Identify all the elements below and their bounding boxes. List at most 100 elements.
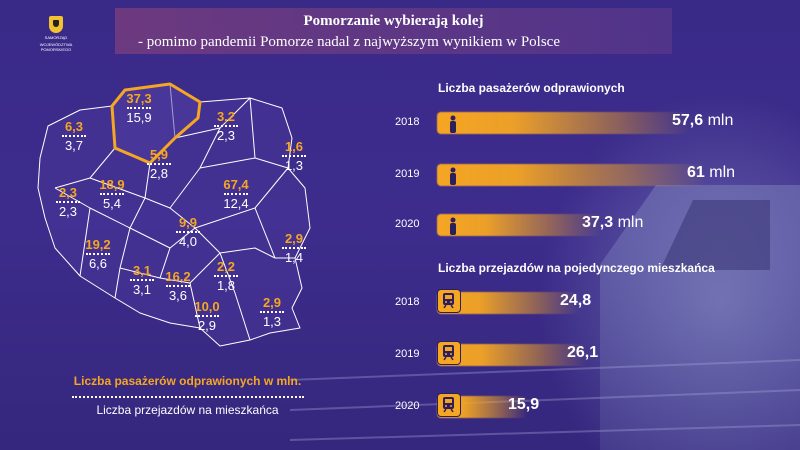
region-wielkopolskie: 18,9 5,4	[90, 178, 134, 211]
title-banner	[115, 8, 672, 54]
region-separator	[195, 315, 219, 317]
page-subtitle: - pomimo pandemii Pomorze nadal z najwyż…	[138, 34, 560, 50]
region-trips: 1,8	[216, 278, 236, 293]
passengers-section-title: Liczba pasażerów odprawionych	[438, 81, 625, 95]
region-trips: 4,0	[178, 234, 198, 249]
row-year: 2020	[395, 218, 420, 230]
region-passengers: 16,2	[165, 269, 191, 284]
region-trips: 3,1	[132, 282, 152, 297]
passengers-row-2018: 2018 57,6 mln	[395, 108, 775, 138]
region-separator	[62, 135, 86, 137]
griffin-shield-icon	[49, 16, 63, 33]
region-separator	[214, 125, 238, 127]
region-passengers: 67,4	[223, 177, 249, 192]
passengers-value: 61 mln	[687, 164, 735, 182]
trips-value: 24,8	[560, 292, 591, 310]
logo-text-2: WOJEWÓDZTWA POMORSKIEGO	[39, 42, 73, 52]
region-passengers: 2,2	[216, 259, 236, 274]
region-separator	[127, 107, 151, 109]
region-separator	[224, 193, 248, 195]
region-kujawsko-pomorskie: 5,9 2,8	[137, 148, 181, 181]
region-separator	[260, 311, 284, 313]
region-trips: 2,3	[216, 128, 236, 143]
region-malopolskie: 10,0 2,9	[185, 300, 229, 333]
region-passengers: 2,9	[262, 295, 282, 310]
trips-bar	[437, 292, 580, 314]
region-trips: 2,3	[58, 204, 78, 219]
region-passengers: 19,2	[85, 237, 111, 252]
region-trips: 3,6	[168, 288, 188, 303]
region-lubelskie: 2,9 1,4	[272, 232, 316, 265]
trips-value: 26,1	[567, 344, 598, 362]
region-separator	[130, 279, 154, 281]
train-icon	[437, 289, 461, 313]
region-trips: 15,9	[126, 110, 152, 125]
trips-value: 15,9	[508, 396, 539, 414]
region-trips: 6,6	[88, 256, 108, 271]
value-unit: mln	[707, 112, 734, 129]
value-unit: mln	[709, 164, 736, 181]
person-icon	[450, 217, 456, 235]
region-separator	[166, 285, 190, 287]
passengers-bar	[437, 112, 692, 134]
value-unit: mln	[617, 214, 644, 231]
passengers-bar	[437, 214, 602, 236]
value-number: 15,9	[508, 396, 540, 413]
rails-graphic	[290, 359, 800, 441]
region-trips: 3,7	[64, 138, 84, 153]
region-passengers: 10,0	[194, 299, 220, 314]
region-podlaskie: 1,6 1,3	[272, 140, 316, 173]
region-separator	[147, 163, 171, 165]
region-dolnoslaskie: 19,2 6,6	[76, 238, 120, 271]
region-trips: 1,3	[262, 314, 282, 329]
passengers-row-2019: 2019 61 mln	[395, 160, 775, 190]
region-mazowieckie: 67,4 12,4	[214, 178, 258, 211]
page-title: Pomorzanie wybierają kolej	[303, 13, 484, 29]
region-separator	[214, 275, 238, 277]
region-passengers: 3,1	[132, 263, 152, 278]
region-trips: 1,4	[284, 250, 304, 265]
legend-passengers: Liczba pasażerów odprawionych w mln.	[73, 374, 302, 388]
region-passengers: 2,9	[284, 231, 304, 246]
poland-map: 37,3 15,9 6,3 3,7 3,2 2,3 1,6 1,3 5,9 2,…	[20, 78, 330, 358]
region-trips: 2,8	[149, 166, 169, 181]
region-passengers: 1,6	[284, 139, 304, 154]
row-year: 2018	[395, 296, 420, 308]
logo-text-1: SAMORZĄD	[44, 35, 68, 40]
value-number: 24,8	[560, 292, 592, 309]
passengers-value: 57,6 mln	[672, 112, 733, 130]
region-passengers: 18,9	[99, 177, 125, 192]
region-passengers: 9,9	[178, 215, 198, 230]
trips-row-2020: 2020 15,9	[395, 392, 775, 422]
value-number: 26,1	[567, 344, 599, 361]
train-icon	[437, 341, 461, 365]
map-outline	[37, 82, 311, 347]
region-separator	[282, 247, 306, 249]
pomorskie-highlight	[110, 82, 202, 165]
logo: SAMORZĄD WOJEWÓDZTWA POMORSKIEGO	[30, 16, 82, 52]
region-trips: 2,9	[197, 318, 217, 333]
region-pomorskie: 37,3 15,9	[117, 92, 161, 125]
row-year: 2019	[395, 348, 420, 360]
region-separator	[86, 253, 110, 255]
legend-separator	[72, 396, 304, 398]
trips-bar	[437, 344, 587, 366]
region-slaskie: 16,2 3,6	[156, 270, 200, 303]
person-icon	[450, 167, 456, 185]
region-passengers: 5,9	[149, 147, 169, 162]
value-number: 61	[687, 164, 705, 181]
region-trips: 1,3	[284, 158, 304, 173]
region-opolskie: 3,1 3,1	[120, 264, 164, 297]
legend-trips: Liczba przejazdów na mieszkańca	[96, 403, 279, 417]
region-trips: 12,4	[223, 196, 249, 211]
region-separator	[282, 155, 306, 157]
trips-row-2019: 2019 26,1	[395, 340, 775, 370]
region-separator	[100, 193, 124, 195]
row-year: 2020	[395, 400, 420, 412]
region-lodzkie: 9,9 4,0	[166, 216, 210, 249]
passengers-bar	[437, 164, 707, 186]
region-trips: 5,4	[102, 196, 122, 211]
region-passengers: 2,3	[58, 185, 78, 200]
region-separator	[176, 231, 200, 233]
